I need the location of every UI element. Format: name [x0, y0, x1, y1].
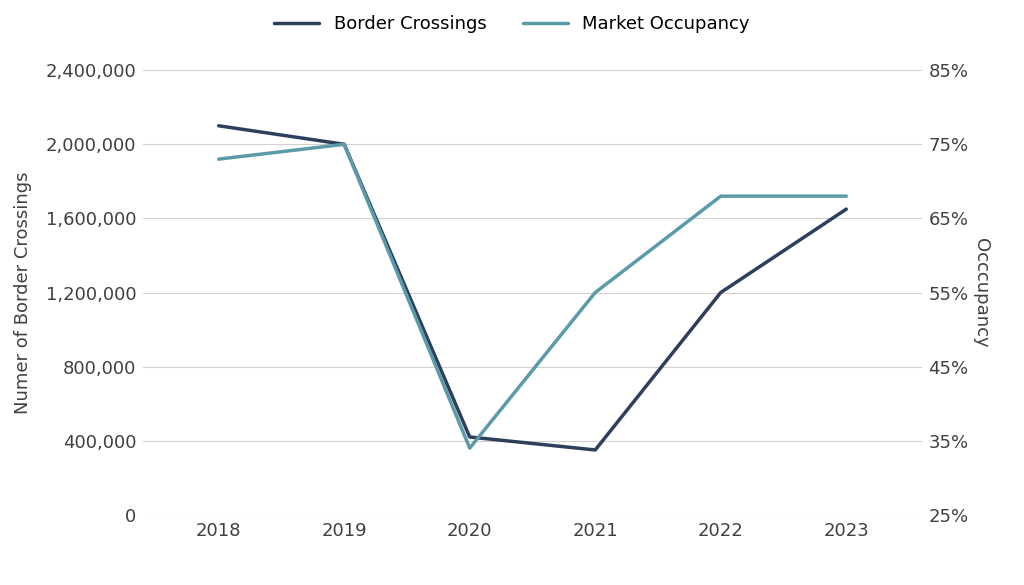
Border Crossings — [840, 206, 852, 213]
Market Occupancy — [715, 192, 727, 199]
Border Crossings — [464, 433, 476, 441]
Market Occupancy — [589, 289, 601, 296]
Legend: Border Crossings, Market Occupancy: Border Crossings, Market Occupancy — [274, 15, 750, 33]
Y-axis label: Numer of Border Crossings: Numer of Border Crossings — [13, 171, 32, 414]
Border Crossings — [715, 289, 727, 296]
Market Occupancy — [464, 445, 476, 452]
Line: Border Crossings: Border Crossings — [219, 126, 846, 450]
Line: Market Occupancy: Market Occupancy — [219, 144, 846, 448]
Border Crossings — [338, 141, 350, 148]
Y-axis label: Occcupancy: Occcupancy — [972, 238, 989, 347]
Border Crossings — [589, 446, 601, 453]
Market Occupancy — [840, 192, 852, 199]
Market Occupancy — [338, 141, 350, 148]
Market Occupancy — [213, 156, 225, 163]
Border Crossings — [213, 122, 225, 129]
